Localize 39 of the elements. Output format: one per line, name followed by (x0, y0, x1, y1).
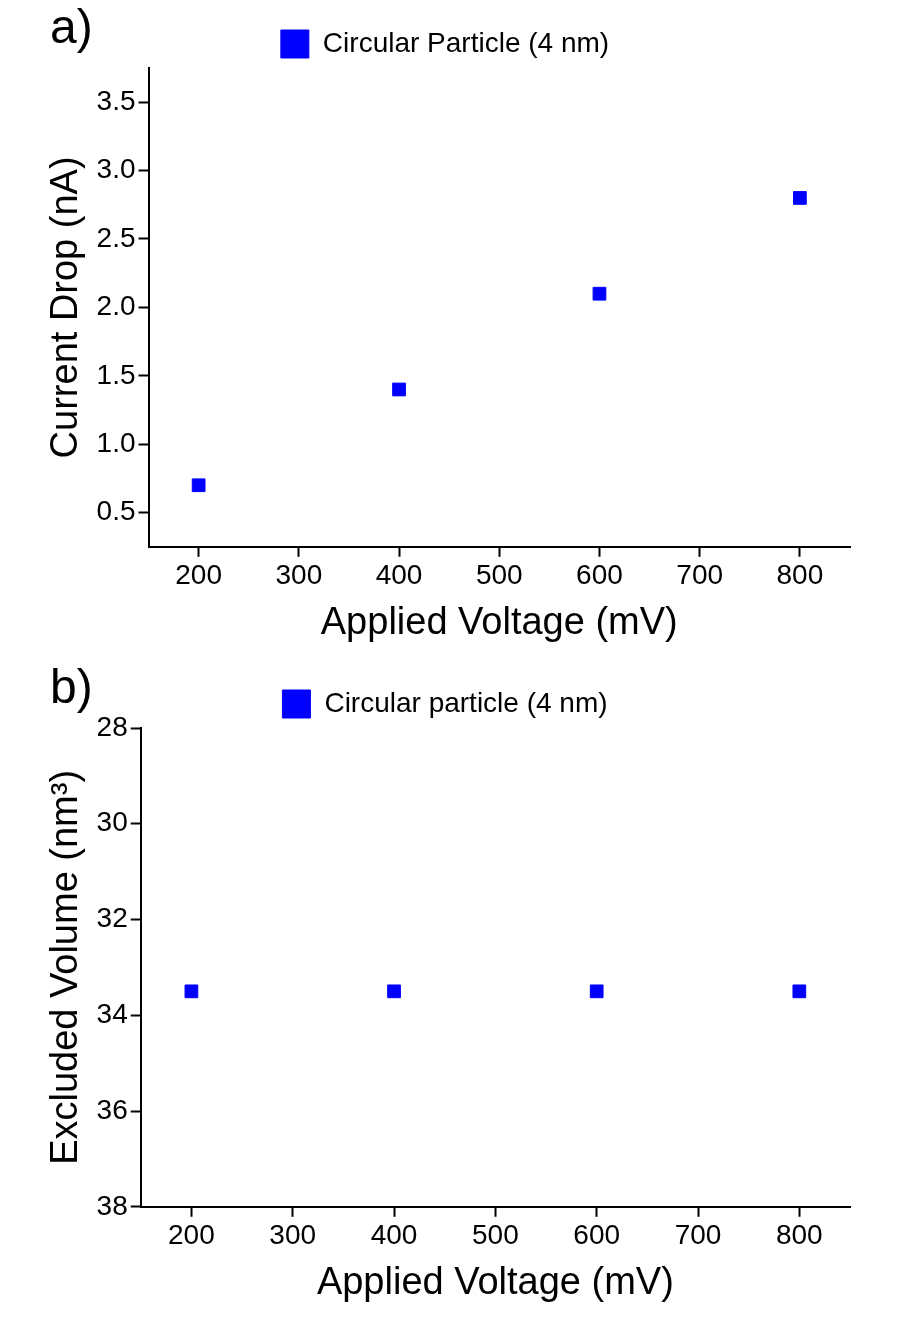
y-tick-label: 2.0 (96, 290, 136, 322)
x-tick-label: 500 (475, 559, 523, 591)
y-tick-label: 3.0 (96, 153, 136, 185)
legend-label: Circular particle (4 nm) (324, 686, 608, 718)
x-tick-label: 200 (168, 1219, 215, 1251)
point (191, 478, 206, 493)
y-tick-label: 2.5 (96, 221, 136, 253)
chart-title: a) (50, 0, 93, 54)
legend-label: Circular Particle (4 nm) (322, 26, 610, 58)
y-tick-label: 38 (96, 1189, 128, 1221)
point (793, 191, 807, 205)
x-tick-label: 500 (472, 1219, 519, 1251)
y-axis-title: Excluded Volume (nm³) (43, 769, 86, 1165)
x-axis-title: Applied Voltage (mV) (316, 1259, 674, 1302)
y-tick-label: 28 (96, 710, 128, 742)
y-tick-label: 30 (96, 806, 128, 838)
x-tick-label: 400 (370, 1219, 418, 1251)
x-tick-label: 700 (674, 1219, 722, 1251)
y-tick-label: 34 (96, 998, 128, 1029)
x-tick-label: 300 (269, 1219, 317, 1251)
chart-title: b) (50, 660, 93, 714)
x-tick-label: 400 (375, 559, 423, 591)
y-tick-label: 36 (96, 1093, 128, 1125)
point (392, 382, 406, 397)
y-tick-label: 3.5 (96, 84, 136, 116)
y-tick-label: 1.0 (96, 426, 136, 458)
x-tick-label: 800 (776, 559, 824, 591)
x-tick-label: 700 (676, 559, 724, 591)
y-axis-title: Current Drop (nA) (43, 156, 86, 459)
x-tick-label: 800 (775, 1219, 823, 1251)
x-axis-title: Applied Voltage (mV) (320, 599, 678, 642)
x-tick-label: 600 (573, 1219, 621, 1251)
x-tick-label: 600 (576, 559, 623, 591)
x-tick-label: 300 (275, 559, 323, 591)
point (592, 286, 607, 301)
y-tick-label: 32 (96, 902, 128, 934)
x-tick-label: 200 (175, 559, 222, 591)
y-tick-label: 0.5 (96, 495, 136, 527)
y-tick-label: 1.5 (96, 358, 136, 390)
